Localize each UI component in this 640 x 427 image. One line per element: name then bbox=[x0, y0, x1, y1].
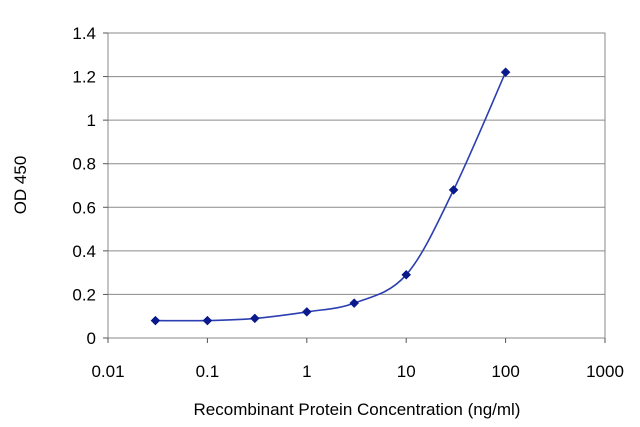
y-tick-label: 1.2 bbox=[72, 68, 96, 87]
data-point-marker bbox=[301, 307, 312, 317]
y-tick-label: 0.2 bbox=[72, 285, 96, 304]
series-line bbox=[155, 71, 507, 322]
plot-area-frame bbox=[107, 32, 606, 339]
data-point-marker bbox=[150, 315, 161, 326]
data-point-marker bbox=[202, 315, 213, 326]
y-tick-label: 0 bbox=[87, 329, 96, 348]
data-point-marker bbox=[500, 67, 511, 78]
y-tick-label: 1.4 bbox=[72, 24, 96, 43]
y-axis-ticks: 0 0.2 0.4 0.6 0.8 1 1.2 1.4 bbox=[72, 24, 108, 348]
x-tick-label: 10 bbox=[397, 362, 416, 381]
y-tick-label: 0.8 bbox=[72, 155, 96, 174]
y-tick-label: 1 bbox=[87, 111, 96, 130]
y-tick-label: 0.4 bbox=[72, 242, 96, 261]
data-point-marker bbox=[401, 269, 412, 280]
data-point-marker bbox=[448, 185, 459, 195]
series-layer bbox=[150, 67, 511, 326]
y-tick-label: 0.6 bbox=[72, 198, 96, 217]
x-axis-title: Recombinant Protein Concentration (ng/ml… bbox=[194, 400, 521, 419]
x-tick-label: 1 bbox=[302, 362, 311, 381]
x-tick-label: 0.01 bbox=[91, 362, 124, 381]
data-point-marker bbox=[349, 298, 360, 308]
x-tick-label: 1000 bbox=[586, 362, 624, 381]
data-point-marker bbox=[249, 313, 260, 324]
x-axis-ticks: 0.01 0.1 1 10 100 1000 bbox=[91, 338, 624, 381]
x-tick-label: 100 bbox=[491, 362, 519, 381]
grid-layer bbox=[108, 32, 605, 295]
x-tick-label: 0.1 bbox=[196, 362, 220, 381]
y-axis-title: OD 450 bbox=[11, 156, 30, 215]
